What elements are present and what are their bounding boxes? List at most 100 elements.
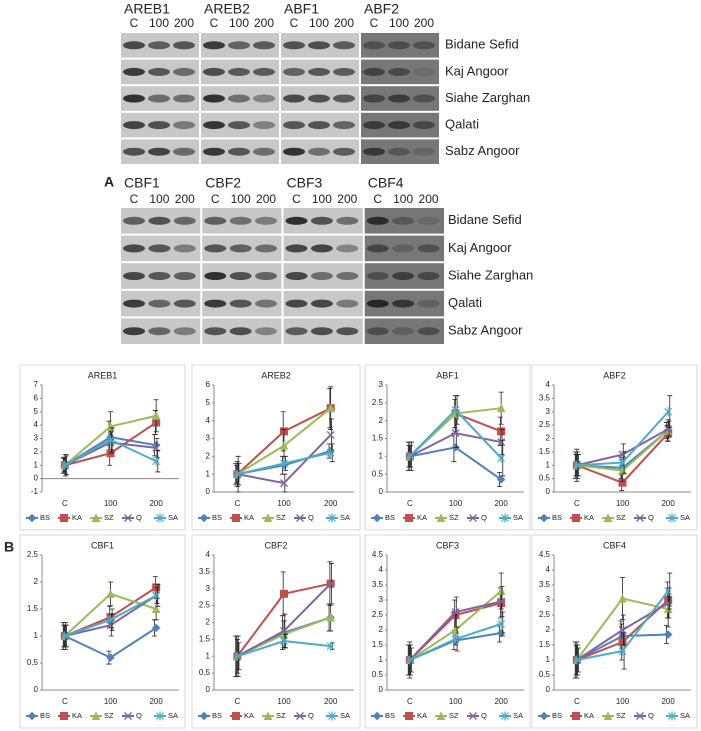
y-tick-label: 3	[546, 407, 551, 416]
legend-label: KA	[584, 513, 594, 522]
x-tick-label: 100	[104, 697, 118, 706]
gel-band	[203, 41, 225, 50]
error-bar	[500, 611, 506, 637]
y-tick-label: 2	[206, 451, 211, 460]
y-tick-label: 1.5	[539, 447, 551, 456]
marker	[451, 634, 460, 644]
lane-label: C	[290, 16, 299, 30]
gel-band	[333, 147, 355, 156]
legend-label: SZ	[449, 711, 459, 720]
gel-band	[148, 216, 171, 225]
x-tick-label: 100	[104, 499, 118, 508]
marker	[572, 460, 581, 470]
gel-band	[148, 272, 171, 280]
gel-band	[203, 121, 225, 130]
y-tick-label: 2	[206, 618, 211, 627]
marker	[152, 456, 161, 466]
x-tick-label: 100	[277, 499, 291, 508]
x-tick-label: 200	[661, 697, 675, 706]
lane-label: 200	[174, 16, 194, 30]
marker	[497, 453, 506, 463]
y-tick-label: 7	[34, 380, 39, 389]
gel-band	[173, 299, 196, 308]
gel-band	[283, 147, 305, 156]
legend-marker	[469, 712, 477, 720]
chart-title: CBF4	[603, 540, 626, 550]
legend-marker	[156, 711, 164, 721]
y-tick-label: 4	[206, 416, 211, 425]
legend-label: Q	[308, 711, 314, 720]
y-tick-label: 0.5	[372, 469, 384, 478]
lane-label: 100	[309, 16, 329, 30]
x-tick-label: 100	[277, 697, 291, 706]
legend-marker	[405, 712, 413, 720]
marker	[663, 630, 673, 639]
error-bar	[408, 441, 414, 471]
legend-label: Q	[136, 513, 142, 522]
marker	[152, 591, 161, 600]
legend-marker	[232, 514, 240, 522]
y-tick-label: -1	[31, 487, 39, 496]
gel-band	[228, 121, 250, 130]
lane-label: 100	[149, 192, 169, 206]
legend-label: SZ	[616, 513, 626, 522]
gel-band	[173, 244, 196, 253]
lane-label: 100	[389, 16, 409, 30]
gel-band	[413, 94, 435, 103]
gel-band	[203, 94, 225, 103]
y-tick-label: 1	[379, 451, 384, 460]
x-tick-label: C	[407, 499, 413, 508]
gel-band	[204, 244, 227, 253]
y-tick-label: 1	[546, 460, 551, 469]
x-tick-label: C	[62, 499, 68, 508]
chart-title: CBF2	[264, 540, 287, 550]
y-tick-label: 3.5	[199, 567, 211, 576]
legend-marker	[296, 514, 304, 522]
gel-band	[310, 244, 333, 253]
gel-band	[333, 67, 355, 76]
gel-band	[283, 67, 305, 76]
y-tick-label: 0	[546, 487, 551, 496]
marker	[326, 641, 335, 651]
gel-band	[228, 41, 250, 50]
legend-marker	[124, 514, 132, 522]
chart-title: CBF1	[91, 540, 114, 550]
gel-band	[283, 94, 305, 103]
y-tick-label: 0.5	[27, 658, 39, 667]
y-tick-label: 3	[379, 380, 384, 389]
gel-band	[123, 244, 145, 253]
gel-band	[417, 244, 440, 253]
y-tick-label: 1.5	[27, 604, 39, 613]
legend-marker	[603, 513, 613, 522]
error-bar	[500, 439, 506, 477]
lane-label: 200	[419, 192, 439, 206]
lane-label: C	[211, 192, 220, 206]
legend-label: BS	[212, 513, 222, 522]
error-bar	[454, 395, 460, 425]
legend-label: SZ	[276, 513, 286, 522]
gel-band	[173, 272, 196, 280]
y-tick-label: 4	[546, 380, 551, 389]
row-label: Qalati	[445, 117, 479, 132]
marker	[151, 623, 161, 633]
gel-band	[285, 272, 308, 280]
gel-band	[310, 327, 333, 336]
gel-band	[310, 299, 333, 308]
legend-marker	[636, 712, 644, 720]
gel-band	[285, 299, 308, 308]
y-tick-label: 2	[379, 416, 384, 425]
row-label: Bidane Sefid	[445, 37, 519, 52]
row-label: Sabz Angoor	[445, 143, 520, 158]
marker	[497, 597, 506, 606]
legend-label: KA	[72, 711, 82, 720]
y-tick-label: 2	[34, 577, 39, 586]
chart-frame	[364, 364, 531, 531]
legend-marker	[405, 514, 413, 522]
chart-frame	[531, 534, 698, 729]
marker	[106, 435, 115, 445]
gene-label: CBF4	[368, 175, 404, 191]
marker	[326, 403, 335, 413]
gel-band	[229, 244, 252, 253]
legend-label: SA	[680, 711, 690, 720]
y-tick-label: 0	[546, 685, 551, 694]
